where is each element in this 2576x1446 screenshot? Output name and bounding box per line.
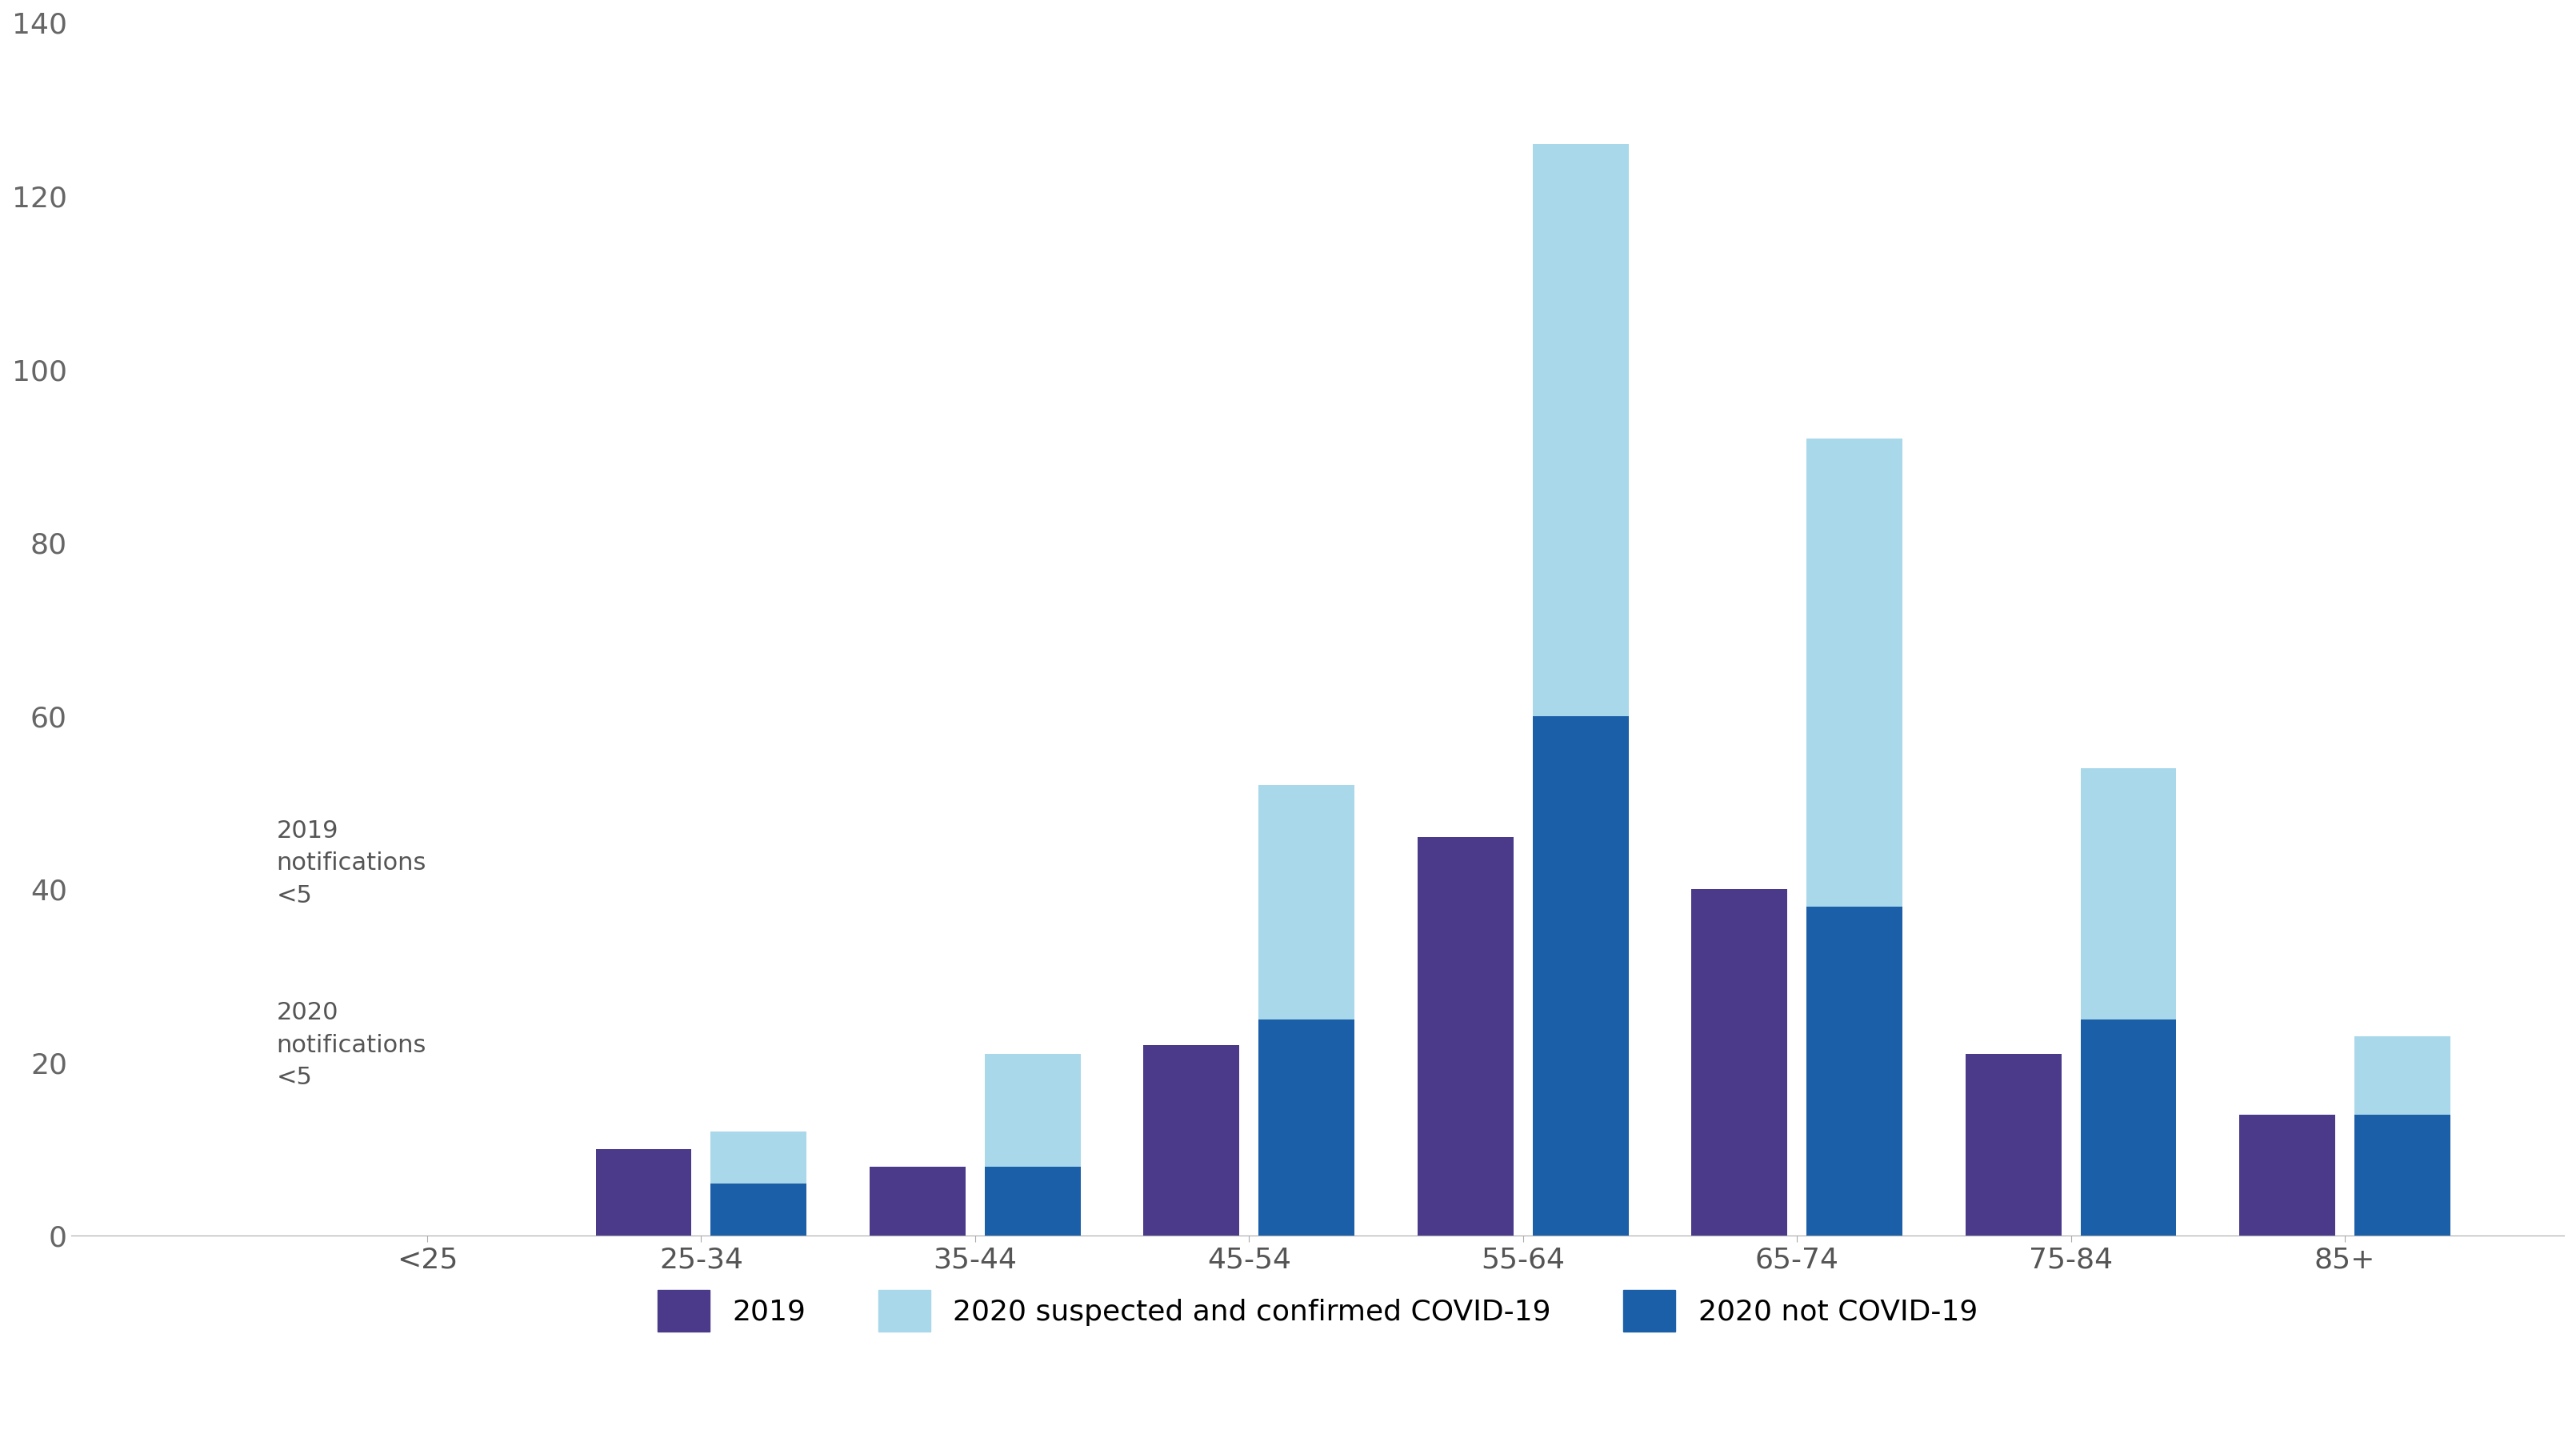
- Bar: [1260, 785, 1355, 1236]
- Bar: [2354, 1115, 2450, 1236]
- Bar: [2081, 1019, 2177, 1236]
- Bar: [1144, 1045, 1239, 1236]
- Bar: [871, 1167, 966, 1236]
- Bar: [2081, 768, 2177, 1236]
- Bar: [595, 1150, 690, 1236]
- Bar: [711, 1184, 806, 1236]
- Bar: [1806, 438, 1904, 1236]
- Bar: [711, 1132, 806, 1236]
- Bar: [1533, 716, 1628, 1236]
- Text: 2019
notifications
<5: 2019 notifications <5: [276, 820, 428, 907]
- Bar: [2239, 1115, 2336, 1236]
- Bar: [984, 1167, 1079, 1236]
- Text: 2020
notifications
<5: 2020 notifications <5: [276, 1001, 428, 1089]
- Bar: [1417, 837, 1515, 1236]
- Bar: [1965, 1054, 2061, 1236]
- Bar: [1533, 145, 1628, 1236]
- Bar: [2354, 1037, 2450, 1236]
- Bar: [1806, 907, 1904, 1236]
- Legend: 2019, 2020 suspected and confirmed COVID-19, 2020 not COVID-19: 2019, 2020 suspected and confirmed COVID…: [647, 1278, 1989, 1343]
- Bar: [984, 1054, 1079, 1236]
- Bar: [1260, 1019, 1355, 1236]
- Bar: [1692, 889, 1788, 1236]
